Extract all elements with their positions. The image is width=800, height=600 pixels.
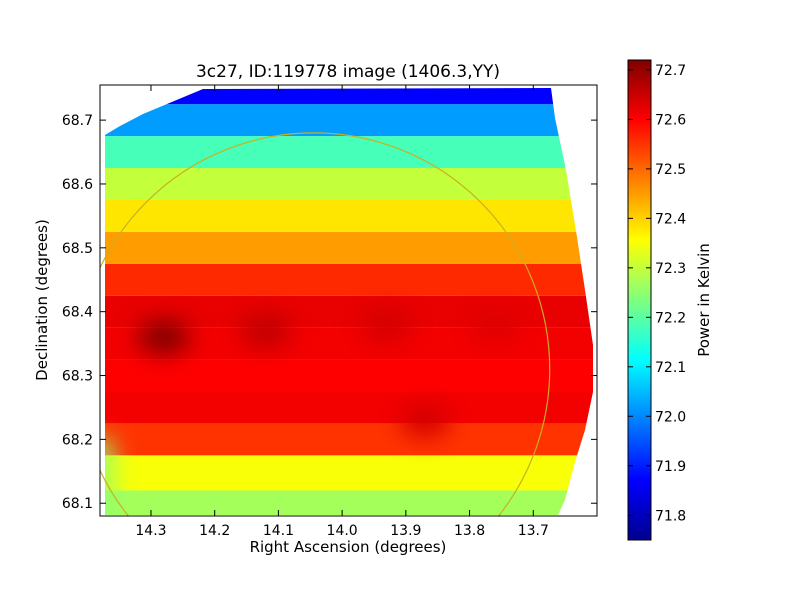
heatmap-bands xyxy=(105,88,593,515)
heat-band xyxy=(105,423,593,456)
heat-band xyxy=(105,168,593,200)
colorbar-tick-label: 72.1 xyxy=(655,360,686,376)
colorbar-label: Power in Kelvin xyxy=(695,243,713,357)
x-tick-label: 14.1 xyxy=(263,523,294,539)
colorbar-tick-label: 72.5 xyxy=(655,162,686,178)
y-tick-label: 68.3 xyxy=(62,369,93,385)
y-tick-label: 68.1 xyxy=(62,496,93,512)
heat-hotspot xyxy=(137,320,190,355)
plot-frame xyxy=(99,84,598,517)
x-tick-label: 14.0 xyxy=(327,523,358,539)
y-tick-label: 68.5 xyxy=(62,241,93,257)
heat-band xyxy=(105,104,593,137)
heat-band xyxy=(105,231,593,264)
x-tick-label: 13.9 xyxy=(390,523,421,539)
chart-title: 3c27, ID:119778 image (1406.3,YY) xyxy=(196,62,500,82)
y-tick-label: 68.4 xyxy=(62,305,93,321)
heat-band xyxy=(105,199,593,232)
heat-hotspot xyxy=(360,307,413,342)
x-tick-label: 13.8 xyxy=(454,523,485,539)
colorbar-tick-label: 71.8 xyxy=(655,508,686,524)
colorbar-axis: 71.8 71.9 72.0 72.1 72.2 72.3 72.4 72.5 72.6 72.7 xyxy=(628,63,686,524)
heatmap-region xyxy=(100,88,593,516)
heat-band xyxy=(105,88,593,105)
colorbar-tick-label: 72.2 xyxy=(655,310,686,326)
y-tick-label: 68.2 xyxy=(62,432,93,448)
heat-band xyxy=(105,455,593,491)
heat-hotspot xyxy=(398,403,451,438)
colorbar-tick-label: 72.4 xyxy=(655,211,686,227)
y-axis-label: Declination (degrees) xyxy=(33,219,51,381)
colorbar-tick-label: 71.9 xyxy=(655,459,686,475)
x-axis-label: Right Ascension (degrees) xyxy=(250,538,447,556)
heat-band xyxy=(105,136,593,169)
heat-band xyxy=(105,263,593,296)
heat-band xyxy=(105,359,593,392)
y-tick-label: 68.7 xyxy=(62,113,93,129)
heat-cool-edge xyxy=(105,439,112,515)
beam-circle xyxy=(100,132,551,516)
heat-band xyxy=(105,490,593,515)
x-axis: 14.3 14.2 14.1 14.0 13.9 13.8 13.7 xyxy=(135,85,549,539)
heat-hotspot xyxy=(469,307,522,342)
heatmap-detail xyxy=(105,307,522,515)
colorbar-tick-label: 72.6 xyxy=(655,112,686,128)
x-tick-label: 13.7 xyxy=(518,523,549,539)
colorbar-tick-label: 72.0 xyxy=(655,409,686,425)
colorbar-tick-label: 72.3 xyxy=(655,261,686,277)
heat-hotspot xyxy=(239,313,292,348)
colorbar-tick-label: 72.7 xyxy=(655,63,686,79)
heat-band xyxy=(105,391,593,424)
y-tick-label: 68.6 xyxy=(62,177,93,193)
heatmap-layers xyxy=(105,88,593,515)
y-axis: 68.1 68.2 68.3 68.4 68.5 68.6 68.7 xyxy=(62,113,597,512)
colorbar xyxy=(627,59,652,541)
x-tick-label: 14.2 xyxy=(199,523,230,539)
x-tick-label: 14.3 xyxy=(135,523,166,539)
